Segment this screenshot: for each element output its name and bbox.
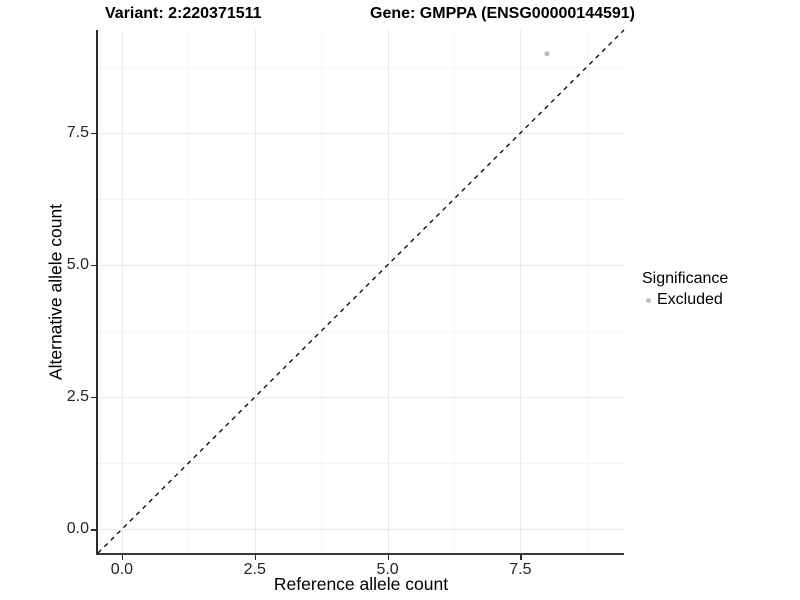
- gridline-y-major: [98, 397, 624, 399]
- plot-canvas: [97, 29, 625, 554]
- y-tick-mark: [91, 265, 97, 267]
- x-tick-mark: [387, 554, 389, 560]
- plot-title-variant: Variant: 2:220371511: [105, 5, 262, 22]
- gridline-y-minor: [98, 331, 624, 333]
- gridline-x-major: [121, 30, 123, 553]
- x-tick-label: 5.0: [376, 561, 399, 578]
- y-tick-label: 5.0: [66, 256, 89, 274]
- y-tick-label: 0.0: [66, 520, 89, 538]
- y-tick-label: 2.5: [66, 388, 89, 406]
- plot-title-gene: Gene: GMPPA (ENSG00000144591): [370, 5, 636, 22]
- legend-title: Significance: [642, 270, 729, 287]
- data-point-excluded: [544, 51, 550, 57]
- y-tick-mark: [91, 133, 97, 135]
- legend-item-excluded: Excluded: [642, 291, 728, 309]
- gridline-x-minor: [188, 30, 190, 553]
- x-tick-mark: [520, 554, 522, 560]
- gridline-x-major: [520, 30, 522, 553]
- y-axis-title: Alternative allele count: [45, 203, 66, 381]
- y-tick-mark: [91, 397, 97, 399]
- y-tick-mark: [91, 529, 97, 531]
- gridline-y-major: [98, 265, 624, 267]
- gridline-x-major: [387, 30, 389, 553]
- y-tick-label: 7.5: [66, 124, 89, 141]
- gridline-y-major: [98, 529, 624, 531]
- identity-reference-line: [97, 29, 625, 554]
- gridline-y-minor: [98, 463, 624, 465]
- x-axis-title: Reference allele count: [273, 574, 449, 594]
- gridline-x-minor: [453, 30, 455, 553]
- legend: Significance Excluded: [642, 270, 728, 309]
- x-tick-mark: [121, 554, 124, 560]
- plot-panel: 0.0 2.5 5.0 7.5 0.0 2.5 5.0 7.5: [67, 29, 625, 578]
- gridline-x-minor: [321, 30, 323, 553]
- x-tick-label: 2.5: [243, 561, 266, 578]
- x-axis-line: [96, 553, 624, 555]
- gridline-y-minor: [98, 199, 624, 201]
- excluded-point-icon: [646, 297, 651, 303]
- gridline-y-minor: [98, 66, 624, 68]
- gridline-x-major: [254, 30, 256, 553]
- gridline-x-minor: [586, 30, 588, 553]
- legend-item-label: Excluded: [657, 291, 723, 308]
- y-axis-line: [96, 30, 98, 555]
- gridline-y-major: [98, 133, 624, 134]
- x-tick-mark: [254, 554, 257, 560]
- x-tick-label: 0.0: [110, 561, 134, 578]
- x-tick-label: 7.5: [509, 561, 532, 578]
